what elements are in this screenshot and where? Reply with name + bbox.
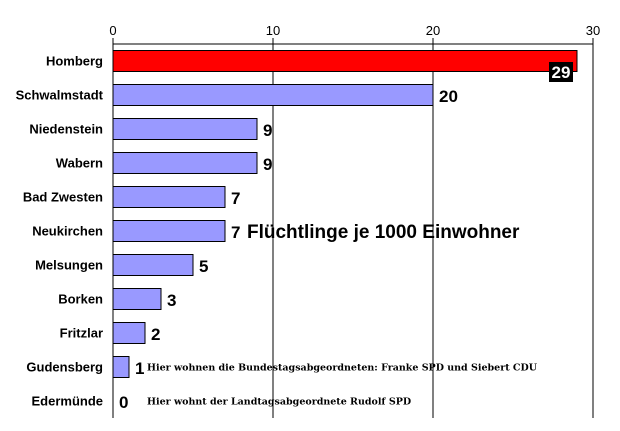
category-label: Borken [58, 292, 103, 307]
value-label: 9 [263, 155, 272, 174]
gridlines [112, 38, 594, 418]
category-label: Neukirchen [32, 224, 103, 239]
value-label: 7 [231, 189, 240, 208]
value-label: 9 [263, 121, 272, 140]
category-label: Edermünde [31, 394, 103, 409]
x-tick-label: 30 [586, 23, 600, 38]
bar [112, 186, 226, 208]
value-label: 1 [135, 359, 144, 378]
category-label: Schwalmstadt [16, 88, 104, 103]
category-label: Gudensberg [26, 360, 103, 375]
x-tick-label: 0 [109, 23, 116, 38]
bar [112, 118, 258, 140]
category-label: Melsungen [35, 258, 103, 273]
value-label: 20 [439, 87, 458, 106]
bar [112, 254, 194, 276]
bar [112, 356, 130, 378]
category-label: Wabern [56, 156, 103, 171]
chart-title: Flüchtlinge je 1000 Einwohner [247, 222, 520, 243]
value-label: 3 [167, 291, 176, 310]
value-label: 7 [231, 223, 240, 242]
value-label-background [549, 62, 573, 82]
annotation-landtag: Hier wohnt der Landtagsabgeordnete Rudol… [147, 397, 411, 408]
category-label: Niedenstein [29, 122, 103, 137]
category-label: Homberg [46, 54, 103, 69]
annotation-bundestag: Hier wohnen die Bundestagsabgeordneten: … [147, 363, 538, 374]
bar [112, 84, 434, 106]
value-label: 5 [199, 257, 208, 276]
value-label: 2 [151, 325, 160, 344]
value-label: 29 [552, 63, 571, 82]
x-tick-label: 20 [426, 23, 440, 38]
bar [112, 322, 146, 344]
bar [112, 220, 226, 242]
bars [112, 50, 578, 378]
category-label: Fritzlar [60, 326, 103, 341]
category-label: Bad Zwesten [23, 190, 103, 205]
bar [112, 152, 258, 174]
value-label: 0 [119, 393, 128, 412]
bar [112, 50, 578, 72]
bar [112, 288, 162, 310]
x-tick-label: 10 [266, 23, 280, 38]
